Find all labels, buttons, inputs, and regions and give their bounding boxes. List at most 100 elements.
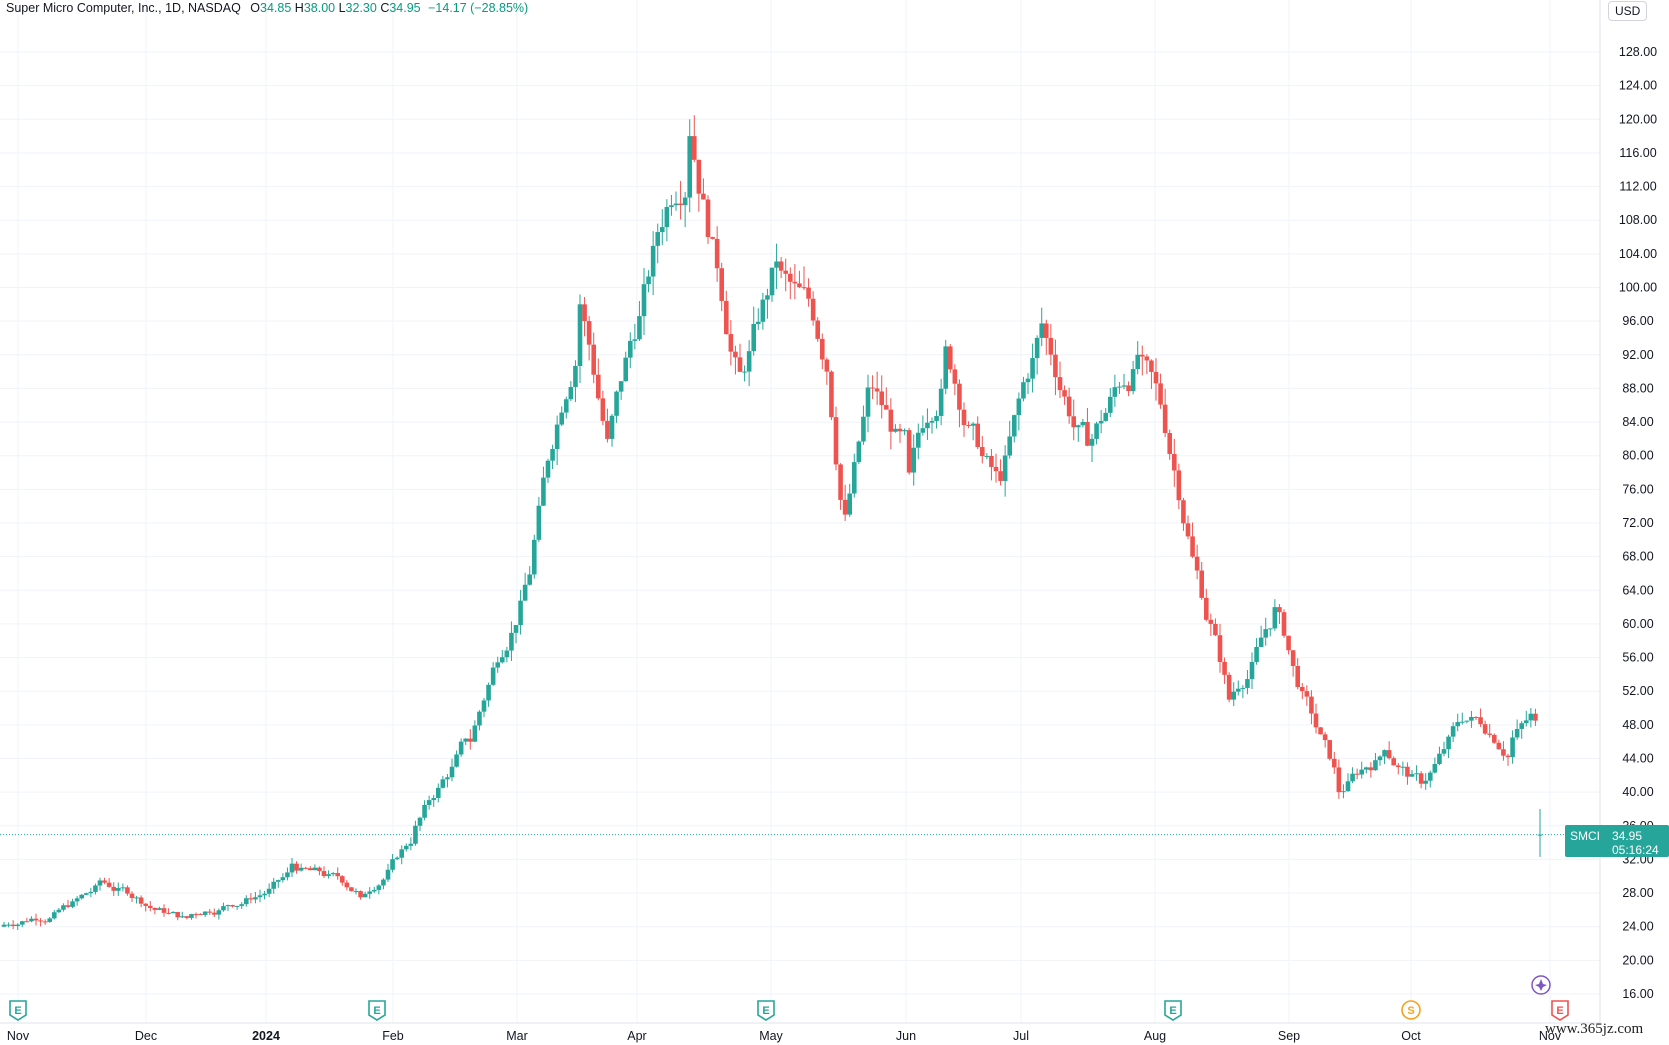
candle-body — [1368, 767, 1374, 771]
candle-body — [234, 905, 240, 907]
price-tick-label: 124.00 — [1619, 79, 1657, 93]
candle-body — [920, 428, 926, 433]
earnings-event-marker[interactable] — [368, 1000, 386, 1021]
earnings-event-marker[interactable] — [757, 1000, 775, 1021]
candle-body — [198, 914, 203, 916]
candle-body — [1231, 691, 1237, 700]
earnings-event-marker[interactable] — [9, 1000, 27, 1021]
candle-body — [1062, 390, 1067, 397]
candle-body — [1519, 723, 1525, 729]
candle-body — [1405, 766, 1410, 777]
earnings-event-marker[interactable] — [1551, 1000, 1569, 1021]
price-tick-label: 104.00 — [1619, 247, 1657, 261]
candle-body — [88, 891, 94, 894]
time-axis[interactable]: Nov Dec 2024 Feb Mar Apr May Jun Jul Aug Sep Oct Nov — [7, 1029, 1562, 1043]
candle-body — [221, 906, 226, 911]
chart-grid — [0, 0, 1600, 1023]
earnings-event-marker[interactable] — [1164, 1000, 1182, 1021]
candle-body — [765, 295, 770, 300]
candle-body — [769, 267, 775, 296]
candle-body — [586, 321, 592, 345]
time-tick-label: Aug — [1144, 1029, 1166, 1043]
candle-body — [1034, 337, 1040, 359]
candle-body — [1167, 432, 1173, 454]
candle-body — [1217, 635, 1223, 662]
candle-body — [47, 918, 53, 922]
candle-body — [1377, 756, 1383, 761]
candle-body — [847, 493, 853, 515]
candle-body — [984, 455, 990, 457]
candle-body — [1418, 773, 1424, 784]
candle-body — [1459, 721, 1465, 723]
candle-body — [1245, 679, 1250, 688]
candle-body — [1016, 398, 1022, 416]
candle-body — [253, 897, 258, 900]
candle-body — [1514, 728, 1520, 738]
candle-body — [1226, 674, 1232, 700]
candle-body — [541, 477, 546, 506]
candle-body — [1130, 369, 1136, 392]
candle-body — [947, 346, 953, 370]
candle-body — [687, 136, 693, 198]
candle-body — [102, 880, 107, 883]
candle-body — [559, 412, 565, 425]
candle-body — [1002, 455, 1008, 481]
candle-body — [170, 912, 176, 914]
candle-body — [1181, 500, 1186, 524]
candle-body — [161, 908, 167, 913]
price-tick-label: 28.00 — [1622, 886, 1653, 900]
candle-body — [504, 650, 510, 658]
candle-body — [440, 779, 446, 788]
candle-body — [10, 924, 16, 927]
time-tick-label: Jul — [1013, 1029, 1029, 1043]
candle-body — [1318, 727, 1323, 735]
candle-body — [833, 417, 839, 465]
candle-body — [888, 409, 894, 432]
candle-body — [605, 420, 610, 439]
candle-body — [1295, 665, 1301, 687]
candle-body — [733, 351, 738, 358]
candle-body — [1341, 791, 1346, 793]
price-tick-label: 16.00 — [1622, 987, 1653, 1001]
candle-body — [902, 430, 907, 432]
candle-body — [792, 281, 798, 284]
candle-body — [669, 205, 674, 208]
candle-body — [1240, 687, 1246, 689]
event-letter: E — [14, 1005, 21, 1017]
candle-body — [714, 238, 720, 269]
candle-body — [915, 432, 921, 448]
candle-body — [678, 203, 683, 206]
candle-body — [650, 245, 656, 277]
candle-body — [376, 885, 382, 890]
candle-body — [696, 159, 702, 194]
price-axis[interactable]: 16.0020.0024.0028.0032.0036.0040.0044.00… — [1619, 45, 1657, 1001]
price-tick-label: 116.00 — [1619, 146, 1656, 160]
candle-body — [495, 662, 501, 668]
candle-body — [1048, 337, 1054, 355]
price-tick-label: 80.00 — [1622, 449, 1653, 463]
price-tick-label: 48.00 — [1622, 718, 1653, 732]
candle-body — [1491, 734, 1497, 743]
bar-replay-icon[interactable] — [1531, 975, 1551, 995]
candle-body — [51, 912, 57, 919]
candle-body — [367, 891, 373, 894]
candle-body — [74, 898, 80, 902]
candle-body — [202, 911, 208, 915]
price-tick-label: 84.00 — [1622, 415, 1653, 429]
candle-body — [262, 893, 267, 896]
candle-body — [15, 924, 21, 927]
candle-body — [531, 539, 537, 575]
candle-body — [998, 471, 1003, 481]
close-value: 34.95 — [389, 1, 421, 15]
candle-body — [1313, 713, 1319, 728]
candle-body — [97, 880, 103, 886]
candle-body — [33, 918, 39, 921]
candle-body — [390, 859, 395, 870]
split-event-marker[interactable] — [1401, 1000, 1421, 1020]
candle-body — [1071, 416, 1077, 428]
candle-body — [1126, 385, 1131, 392]
candle-body — [216, 910, 222, 915]
currency-button[interactable]: USD — [1608, 1, 1648, 21]
